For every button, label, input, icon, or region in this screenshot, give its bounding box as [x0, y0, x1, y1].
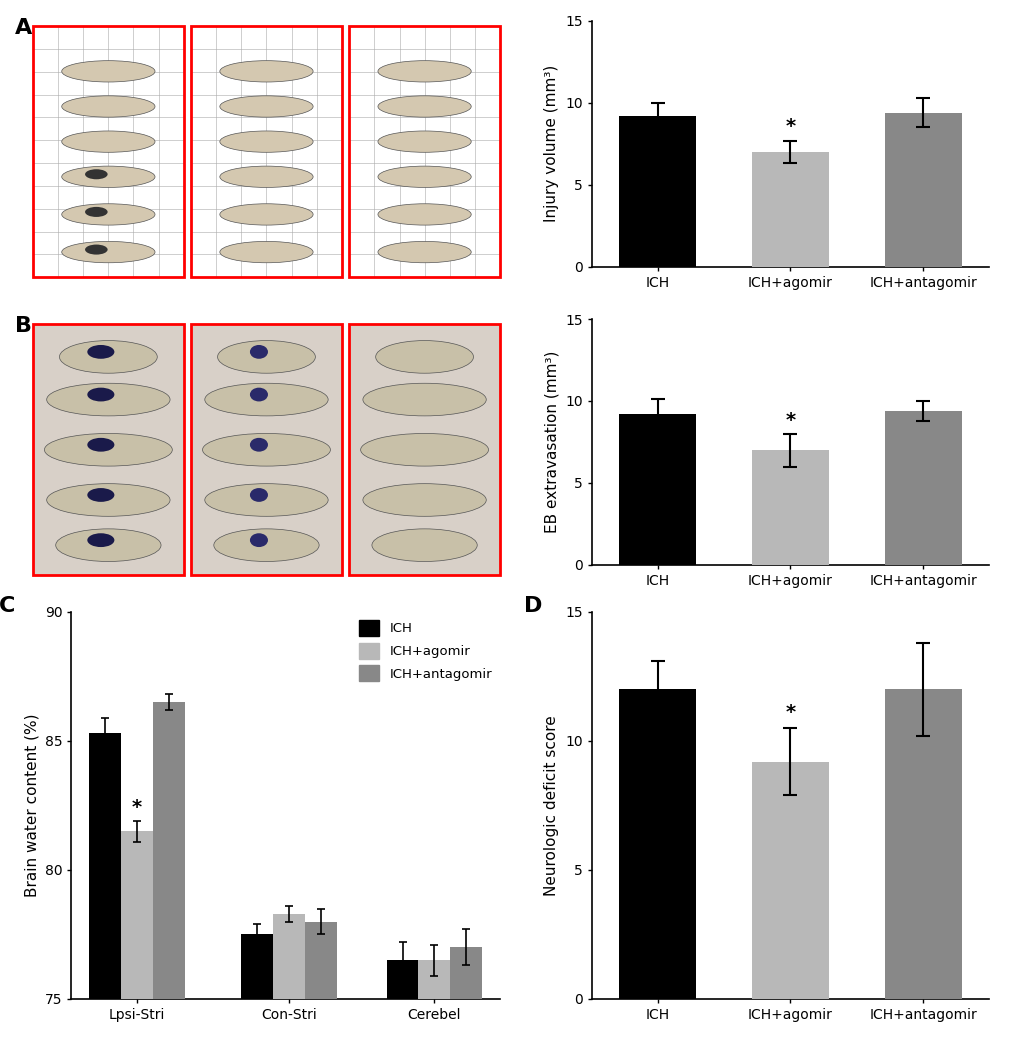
Bar [418, 960, 450, 1046]
Bar [619, 116, 696, 267]
Ellipse shape [62, 61, 155, 82]
Ellipse shape [378, 131, 471, 153]
Bar [450, 948, 482, 1046]
Bar [34, 26, 183, 277]
Bar [192, 26, 341, 277]
Ellipse shape [47, 383, 170, 416]
Ellipse shape [220, 131, 313, 153]
Ellipse shape [250, 345, 268, 359]
Y-axis label: Neurologic deficit score: Neurologic deficit score [544, 715, 558, 895]
Bar [883, 411, 961, 565]
Ellipse shape [47, 483, 170, 517]
Bar [192, 324, 341, 575]
Bar [305, 922, 337, 1046]
Bar [386, 960, 418, 1046]
Ellipse shape [220, 166, 313, 187]
Ellipse shape [220, 61, 313, 82]
Ellipse shape [378, 204, 471, 225]
Ellipse shape [363, 383, 486, 416]
Y-axis label: Brain water content (%): Brain water content (%) [24, 713, 39, 897]
Ellipse shape [62, 96, 155, 117]
Ellipse shape [250, 533, 268, 547]
Ellipse shape [62, 166, 155, 187]
Bar [751, 450, 828, 565]
Ellipse shape [372, 529, 477, 562]
Ellipse shape [85, 245, 108, 254]
Ellipse shape [203, 433, 330, 467]
Ellipse shape [62, 242, 155, 263]
Ellipse shape [88, 533, 114, 547]
Ellipse shape [250, 438, 268, 452]
Bar [751, 152, 828, 267]
Bar [619, 689, 696, 999]
Ellipse shape [88, 388, 114, 402]
Bar [883, 689, 961, 999]
Ellipse shape [62, 204, 155, 225]
Y-axis label: Injury volume (mm³): Injury volume (mm³) [544, 65, 558, 223]
Ellipse shape [205, 483, 328, 517]
Text: *: * [785, 411, 795, 430]
Ellipse shape [220, 242, 313, 263]
Ellipse shape [85, 169, 108, 179]
Ellipse shape [250, 488, 268, 502]
Ellipse shape [378, 96, 471, 117]
Ellipse shape [88, 438, 114, 452]
Ellipse shape [250, 388, 268, 402]
Bar [751, 761, 828, 999]
Ellipse shape [220, 96, 313, 117]
Bar [34, 26, 183, 277]
Text: *: * [785, 703, 795, 722]
Bar [34, 324, 183, 575]
Ellipse shape [378, 242, 471, 263]
Y-axis label: EB extravasation (mm³): EB extravasation (mm³) [544, 350, 558, 533]
Bar [242, 934, 273, 1046]
Text: A: A [15, 19, 33, 39]
Ellipse shape [62, 131, 155, 153]
Text: C: C [0, 596, 15, 616]
Ellipse shape [214, 529, 319, 562]
Ellipse shape [205, 383, 328, 416]
Ellipse shape [217, 341, 315, 373]
Bar [34, 324, 183, 575]
Text: *: * [131, 798, 142, 817]
Bar [348, 26, 499, 277]
Text: *: * [785, 117, 795, 136]
Bar [153, 702, 184, 1046]
Bar [348, 26, 499, 277]
Bar [89, 733, 120, 1046]
Bar [192, 324, 341, 575]
Ellipse shape [220, 204, 313, 225]
Ellipse shape [375, 341, 473, 373]
Ellipse shape [85, 207, 108, 217]
Ellipse shape [88, 488, 114, 502]
Bar [120, 832, 153, 1046]
Bar [273, 914, 305, 1046]
Bar [348, 324, 499, 575]
Bar [619, 414, 696, 565]
Ellipse shape [88, 345, 114, 359]
Ellipse shape [378, 166, 471, 187]
Legend: ICH, ICH+agomir, ICH+antagomir: ICH, ICH+agomir, ICH+antagomir [354, 615, 496, 686]
Bar [192, 26, 341, 277]
Text: D: D [524, 596, 542, 616]
Ellipse shape [361, 433, 488, 467]
Bar [348, 324, 499, 575]
Ellipse shape [378, 61, 471, 82]
Ellipse shape [45, 433, 172, 467]
Ellipse shape [363, 483, 486, 517]
Ellipse shape [56, 529, 161, 562]
Bar [883, 113, 961, 267]
Text: B: B [15, 317, 33, 337]
Ellipse shape [59, 341, 157, 373]
